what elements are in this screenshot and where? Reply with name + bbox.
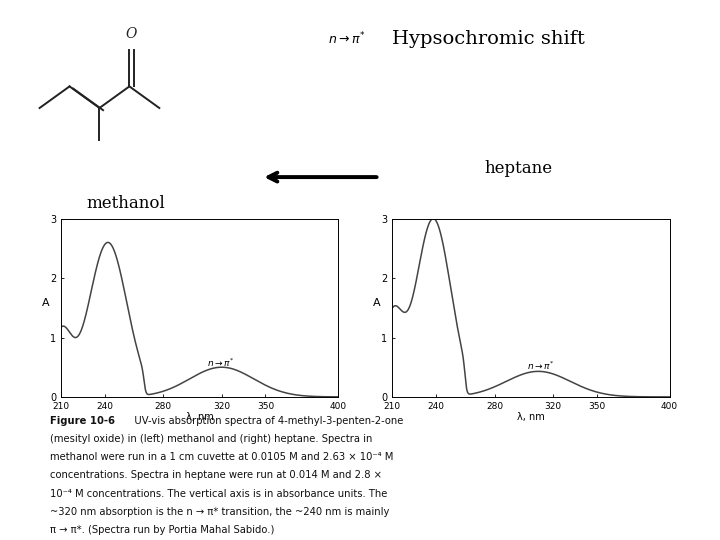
- Text: heptane: heptane: [485, 160, 552, 177]
- Text: π → π*. (Spectra run by Portia Mahal Sabido.): π → π*. (Spectra run by Portia Mahal Sab…: [50, 525, 275, 535]
- X-axis label: λ, nm: λ, nm: [186, 412, 214, 422]
- Text: concentrations. Spectra in heptane were run at 0.014 M and 2.8 ×: concentrations. Spectra in heptane were …: [50, 470, 382, 481]
- Text: Hypsochromic shift: Hypsochromic shift: [392, 30, 585, 48]
- Text: $n \rightarrow \pi^{*}$: $n \rightarrow \pi^{*}$: [526, 360, 554, 372]
- Text: methanol: methanol: [86, 194, 166, 212]
- Y-axis label: A: A: [42, 298, 50, 308]
- Text: $n \rightarrow \pi^{*}$: $n \rightarrow \pi^{*}$: [207, 357, 235, 369]
- Text: 10⁻⁴ M concentrations. The vertical axis is in absorbance units. The: 10⁻⁴ M concentrations. The vertical axis…: [50, 489, 388, 499]
- Text: $n \rightarrow \pi^{*}$: $n \rightarrow \pi^{*}$: [328, 31, 365, 47]
- Y-axis label: A: A: [373, 298, 381, 308]
- X-axis label: λ, nm: λ, nm: [517, 412, 545, 422]
- Text: methanol were run in a 1 cm cuvette at 0.0105 M and 2.63 × 10⁻⁴ M: methanol were run in a 1 cm cuvette at 0…: [50, 453, 394, 462]
- Text: UV-vis absorption spectra of 4-methyl-3-penten-2-one: UV-vis absorption spectra of 4-methyl-3-…: [125, 416, 403, 426]
- Text: Figure 10-6: Figure 10-6: [50, 416, 115, 426]
- Text: ~320 nm absorption is the n → π* transition, the ~240 nm is mainly: ~320 nm absorption is the n → π* transit…: [50, 507, 390, 517]
- Text: (mesityl oxide) in (left) methanol and (right) heptane. Spectra in: (mesityl oxide) in (left) methanol and (…: [50, 434, 373, 444]
- Text: O: O: [126, 27, 138, 41]
